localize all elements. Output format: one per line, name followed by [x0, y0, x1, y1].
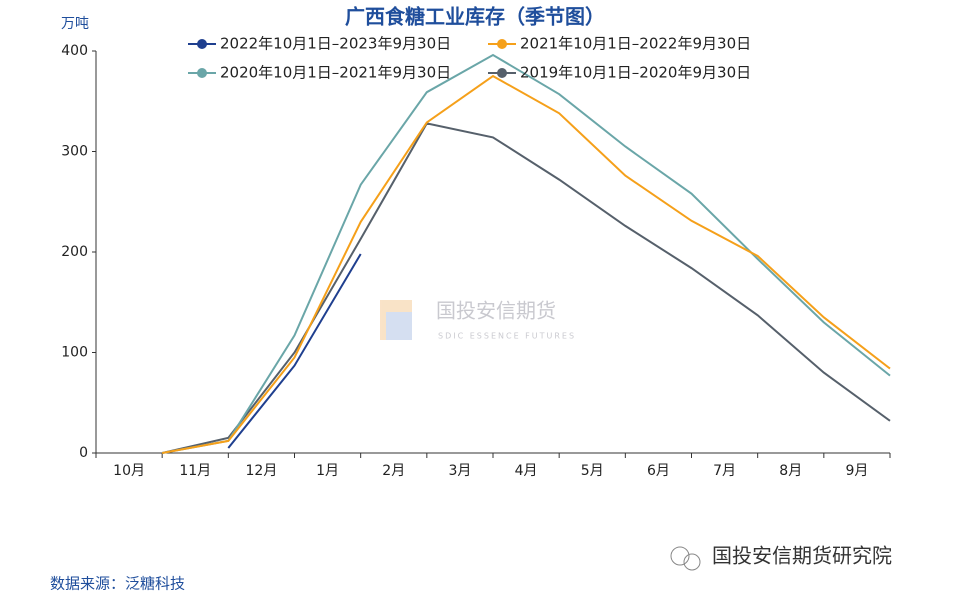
brand: 国投安信期货研究院 — [670, 544, 892, 571]
y-axis-label: 万吨 — [61, 16, 89, 32]
brand-name: 国投安信期货研究院 — [712, 544, 892, 568]
watermark: 国投安信期货 SDIC ESSENCE FUTURES — [380, 299, 576, 341]
series-line — [162, 74, 891, 454]
y-tick-label: 400 — [61, 43, 88, 59]
x-tick-label: 7月 — [713, 463, 736, 479]
watermark-logo — [386, 312, 412, 340]
x-tick-label: 12月 — [246, 463, 278, 479]
legend-item: 2022年10月1日–2023年9月30日 — [188, 35, 451, 53]
legend-item: 2019年10月1日–2020年9月30日 — [488, 64, 751, 82]
brand-icon — [683, 553, 701, 571]
legend-label: 2022年10月1日–2023年9月30日 — [220, 35, 451, 53]
x-tick-label: 5月 — [581, 463, 604, 479]
legend-item: 2021年10月1日–2022年9月30日 — [488, 35, 751, 53]
x-tick-label: 11月 — [179, 463, 211, 479]
series-line — [227, 253, 362, 449]
x-tick-label: 8月 — [779, 463, 802, 479]
y-tick-label: 200 — [61, 244, 88, 260]
source-note: 数据来源：泛糖科技 — [50, 575, 185, 593]
legend-marker — [197, 68, 207, 78]
watermark-logo — [380, 300, 412, 340]
y-tick-label: 300 — [61, 144, 88, 160]
x-tick-label: 1月 — [316, 463, 339, 479]
legend-marker — [497, 39, 507, 49]
y-tick-label: 0 — [79, 445, 88, 461]
x-tick-label: 9月 — [845, 463, 868, 479]
series-line — [161, 122, 891, 454]
legend-label: 2020年10月1日–2021年9月30日 — [220, 64, 451, 82]
legend-label: 2021年10月1日–2022年9月30日 — [520, 35, 751, 53]
x-tick-label: 3月 — [448, 463, 471, 479]
x-tick-label: 10月 — [113, 463, 145, 479]
watermark-title: 国投安信期货 — [436, 299, 556, 323]
x-tick-label: 6月 — [647, 463, 670, 479]
series-line — [162, 53, 891, 454]
legend-marker — [197, 39, 207, 49]
chart-title: 广西食糖工业库存（季节图） — [345, 5, 605, 29]
legend-label: 2019年10月1日–2020年9月30日 — [520, 64, 751, 82]
x-tick-label: 2月 — [382, 463, 405, 479]
y-tick-label: 100 — [61, 345, 88, 361]
watermark-subtitle: SDIC ESSENCE FUTURES — [438, 332, 576, 341]
brand-icon — [670, 546, 690, 566]
legend-marker — [497, 68, 507, 78]
x-tick-label: 4月 — [515, 463, 538, 479]
legend-item: 2020年10月1日–2021年9月30日 — [188, 64, 451, 82]
